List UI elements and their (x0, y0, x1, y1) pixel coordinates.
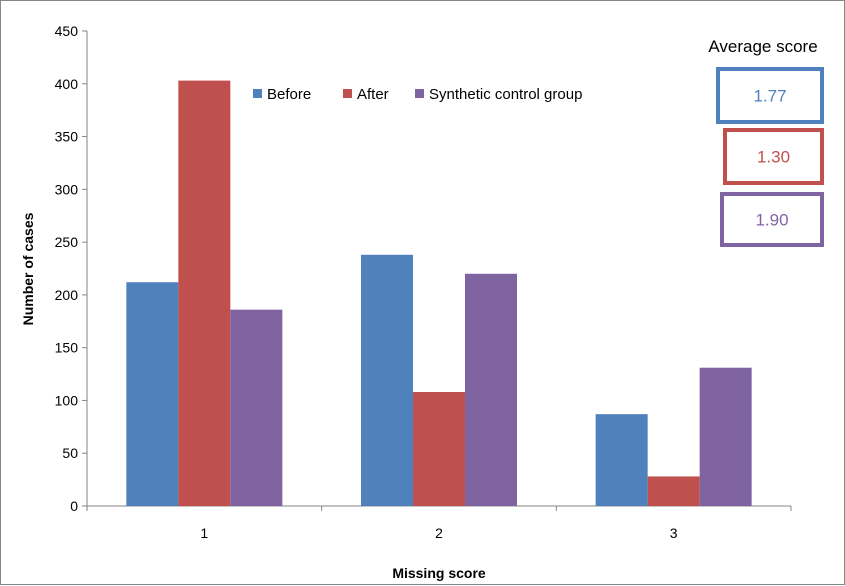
y-tick-label: 250 (55, 234, 79, 250)
bars (126, 80, 752, 506)
bar-after (178, 80, 231, 506)
average-score-box (723, 128, 824, 185)
bar-after (413, 392, 465, 506)
legend-swatch (253, 89, 262, 98)
bar-before (126, 282, 179, 506)
x-axis: 1 2 3 (86, 505, 792, 541)
y-tick-label: 0 (70, 498, 78, 514)
legend-label: Synthetic control group (429, 86, 582, 103)
legend: Before After Synthetic control group (253, 86, 582, 103)
y-tick-label: 350 (55, 129, 79, 145)
legend-label: After (357, 86, 389, 103)
y-tick-label: 300 (55, 181, 79, 197)
x-tick-label: 1 (200, 525, 208, 541)
y-tick-label: 400 (55, 76, 79, 92)
y-axis: 0 50 100 150 200 250 300 350 400 450 (55, 23, 88, 514)
bar-synthetic-control-group (699, 367, 752, 506)
average-score-value: 1.77 (753, 87, 786, 106)
y-axis-title: Number of cases (20, 212, 36, 325)
x-axis-title: Missing score (392, 565, 486, 581)
bar-after (647, 476, 700, 506)
average-score-value: 1.90 (755, 211, 788, 230)
average-score-box (716, 67, 824, 124)
average-score-title: Average score (708, 37, 817, 56)
legend-swatch (415, 89, 424, 98)
y-tick-label: 450 (55, 23, 79, 39)
x-tick-label: 2 (435, 525, 443, 541)
y-tick-label: 150 (55, 340, 79, 356)
average-score-boxes: 1.77 1.30 1.90 (716, 67, 824, 247)
legend-swatch (343, 89, 352, 98)
x-tick-label: 3 (670, 525, 678, 541)
bar-before (361, 254, 413, 506)
bar-before (595, 414, 648, 506)
legend-label: Before (267, 86, 311, 103)
y-tick-label: 200 (55, 287, 79, 303)
bar-synthetic-control-group (230, 309, 283, 506)
average-score-value: 1.30 (757, 148, 790, 167)
y-tick-label: 100 (55, 392, 79, 408)
average-score-box (720, 192, 824, 247)
y-tick-label: 50 (62, 445, 78, 461)
bar-synthetic-control-group (465, 273, 517, 506)
